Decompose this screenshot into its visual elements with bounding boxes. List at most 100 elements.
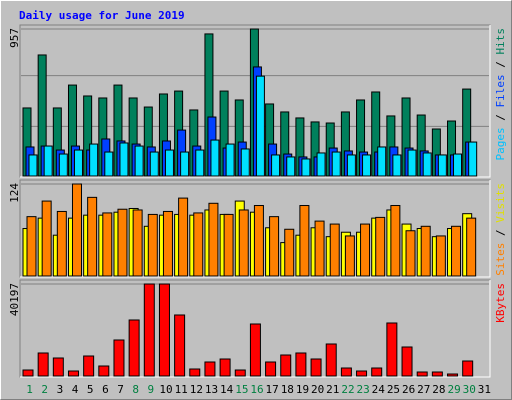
bar xyxy=(174,314,186,377)
bar xyxy=(113,339,125,377)
x-tick-label: 21 xyxy=(326,383,339,396)
bar xyxy=(386,322,398,377)
legend: KBytes xyxy=(494,283,507,323)
legend-entry: Files xyxy=(494,74,507,107)
bar xyxy=(89,143,99,177)
x-tick-label: 14 xyxy=(220,383,234,396)
bar xyxy=(234,369,246,377)
bar xyxy=(204,361,216,377)
bar xyxy=(104,151,114,177)
x-tick-label: 1 xyxy=(26,383,33,396)
bar xyxy=(71,183,82,277)
bar xyxy=(43,145,53,177)
bar xyxy=(26,216,37,277)
bar xyxy=(377,146,387,177)
bar xyxy=(195,149,205,177)
x-tick-label: 11 xyxy=(175,383,188,396)
bar xyxy=(466,217,477,277)
bar xyxy=(223,213,234,277)
bar xyxy=(314,220,325,277)
bar xyxy=(362,154,372,177)
panel-bevel xyxy=(20,180,491,278)
bar xyxy=(468,141,478,177)
x-tick-label: 6 xyxy=(102,383,109,396)
bar xyxy=(143,283,155,377)
x-tick-label: 30 xyxy=(463,383,476,396)
bar xyxy=(401,346,413,377)
y-tick-label: 124 xyxy=(8,183,21,203)
x-tick-label: 8 xyxy=(132,383,139,396)
bar xyxy=(392,154,402,177)
bar xyxy=(37,352,49,377)
bar xyxy=(189,368,201,377)
legend: Sites / Visits xyxy=(494,183,507,276)
bar xyxy=(390,205,401,277)
bar xyxy=(119,142,129,177)
legend-entry: Sites xyxy=(494,243,507,276)
bar xyxy=(58,153,68,177)
bar xyxy=(269,216,280,277)
bar xyxy=(437,154,447,177)
legend-separator: / xyxy=(494,55,507,75)
bar xyxy=(83,355,95,377)
chart-title: Daily usage for June 2019 xyxy=(19,9,185,22)
x-tick-label: 22 xyxy=(341,383,354,396)
bar xyxy=(407,149,417,177)
bar xyxy=(208,202,219,277)
x-tick-label: 5 xyxy=(87,383,94,396)
bar xyxy=(453,153,463,177)
bar xyxy=(286,156,296,177)
bar xyxy=(301,158,311,177)
bar xyxy=(210,139,220,177)
bar xyxy=(255,75,265,177)
x-tick-label: 7 xyxy=(117,383,124,396)
bar xyxy=(52,357,64,377)
bar xyxy=(356,370,368,377)
bar xyxy=(295,352,307,377)
bar xyxy=(447,373,459,377)
bar xyxy=(462,360,474,377)
x-tick-label: 23 xyxy=(357,383,370,396)
x-tick-label: 12 xyxy=(190,383,203,396)
bar xyxy=(316,152,326,177)
x-tick-label: 17 xyxy=(266,383,279,396)
bar xyxy=(405,230,416,277)
bar xyxy=(331,151,341,177)
legend-entry: Hits xyxy=(494,28,507,55)
x-tick-label: 2 xyxy=(41,383,48,396)
x-tick-label: 9 xyxy=(148,383,155,396)
x-tick-label: 29 xyxy=(447,383,460,396)
x-tick-label: 24 xyxy=(372,383,386,396)
x-tick-label: 13 xyxy=(205,383,218,396)
bar xyxy=(162,210,173,277)
bar xyxy=(180,151,190,177)
bar xyxy=(128,319,140,377)
bar xyxy=(56,210,67,277)
bar xyxy=(238,209,249,277)
bar xyxy=(87,196,98,277)
bar xyxy=(41,200,52,277)
panel-bevel xyxy=(20,25,491,178)
x-tick-label: 4 xyxy=(72,383,79,396)
panel-bevel xyxy=(20,280,491,378)
x-tick-label: 31 xyxy=(478,383,491,396)
x-tick-label: 26 xyxy=(402,383,415,396)
bar xyxy=(375,216,386,277)
bar xyxy=(271,154,281,177)
bar xyxy=(371,367,383,377)
bar xyxy=(310,358,322,377)
legend: Pages / Files / Hits xyxy=(494,28,507,161)
bar xyxy=(435,235,446,277)
x-tick-label: 27 xyxy=(417,383,430,396)
legend-entry: KBytes xyxy=(494,283,507,323)
x-tick-label: 25 xyxy=(387,383,400,396)
bar xyxy=(22,369,34,377)
bar xyxy=(28,154,38,177)
y-tick-label: 957 xyxy=(8,28,21,48)
x-tick-label: 10 xyxy=(159,383,172,396)
bar xyxy=(325,343,337,377)
bar xyxy=(416,371,428,377)
bar xyxy=(147,213,158,277)
